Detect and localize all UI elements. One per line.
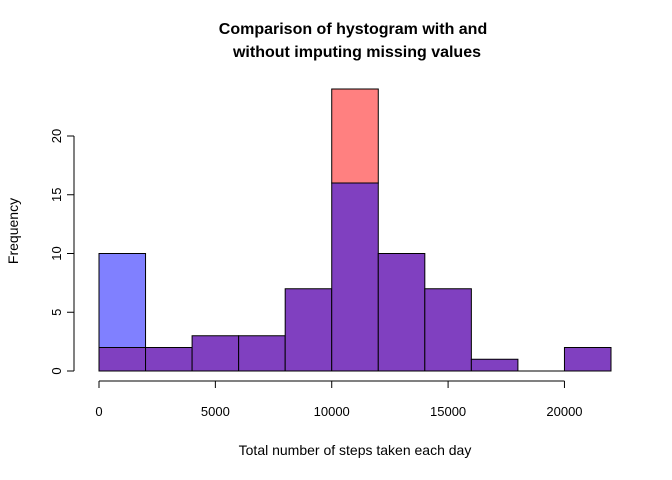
x-tick-label-2: 10000 <box>314 404 350 419</box>
y-axis: 0 5 10 15 20 <box>49 129 75 375</box>
x-axis-label: Total number of steps taken each day <box>239 442 472 458</box>
bar-overlap-5 <box>331 182 379 372</box>
bar-overlap-10 <box>563 347 612 372</box>
chart-title-line-1: Comparison of hystogram with and <box>219 21 487 38</box>
bars-group <box>98 88 612 372</box>
bar-excess-5 <box>331 88 379 184</box>
chart-title-line-2: without imputing missing values <box>232 44 481 61</box>
bar-overlap-7 <box>424 288 472 372</box>
bar-overlap-3 <box>238 335 286 372</box>
bar-overlap-0 <box>98 347 147 372</box>
bar-overlap-1 <box>145 347 193 372</box>
y-tick-label-2: 10 <box>49 246 64 260</box>
bar-overlap-4 <box>284 288 333 372</box>
bar-overlap-6 <box>377 253 426 372</box>
bar-excess-0 <box>98 253 147 348</box>
y-tick-label-0: 0 <box>49 367 64 374</box>
y-axis-label: Frequency <box>5 198 21 264</box>
bar-overlap-2 <box>191 335 240 372</box>
x-tick-label-1: 5000 <box>201 404 230 419</box>
x-tick-label-0: 0 <box>95 404 102 419</box>
y-tick-label-1: 5 <box>49 309 64 316</box>
y-tick-label-3: 15 <box>49 188 64 202</box>
y-tick-label-4: 20 <box>49 129 64 143</box>
x-tick-label-4: 20000 <box>546 404 582 419</box>
bar-overlap-8 <box>470 358 519 372</box>
x-axis: 0 5000 10000 15000 20000 <box>95 380 583 419</box>
x-tick-label-3: 15000 <box>430 404 466 419</box>
